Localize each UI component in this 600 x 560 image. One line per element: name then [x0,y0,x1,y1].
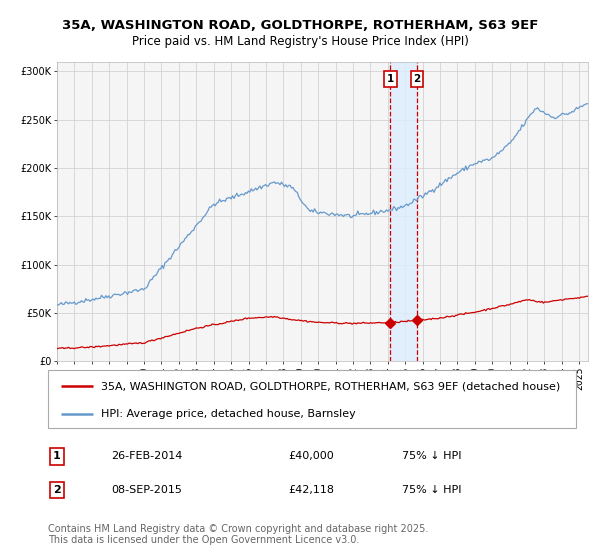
Text: 1: 1 [53,451,61,461]
Text: 35A, WASHINGTON ROAD, GOLDTHORPE, ROTHERHAM, S63 9EF: 35A, WASHINGTON ROAD, GOLDTHORPE, ROTHER… [62,18,538,32]
Text: 2: 2 [53,485,61,495]
Text: 1: 1 [387,74,394,84]
Text: 2: 2 [413,74,421,84]
Text: 75% ↓ HPI: 75% ↓ HPI [402,451,461,461]
Text: 35A, WASHINGTON ROAD, GOLDTHORPE, ROTHERHAM, S63 9EF (detached house): 35A, WASHINGTON ROAD, GOLDTHORPE, ROTHER… [101,381,560,391]
Text: 26-FEB-2014: 26-FEB-2014 [111,451,182,461]
Text: 75% ↓ HPI: 75% ↓ HPI [402,485,461,495]
Text: HPI: Average price, detached house, Barnsley: HPI: Average price, detached house, Barn… [101,409,356,419]
Text: Price paid vs. HM Land Registry's House Price Index (HPI): Price paid vs. HM Land Registry's House … [131,35,469,49]
Bar [391,62,417,361]
FancyBboxPatch shape [48,370,576,428]
Text: £42,118: £42,118 [288,485,334,495]
Text: £40,000: £40,000 [288,451,334,461]
Text: 08-SEP-2015: 08-SEP-2015 [111,485,182,495]
Text: Contains HM Land Registry data © Crown copyright and database right 2025.
This d: Contains HM Land Registry data © Crown c… [48,524,428,545]
